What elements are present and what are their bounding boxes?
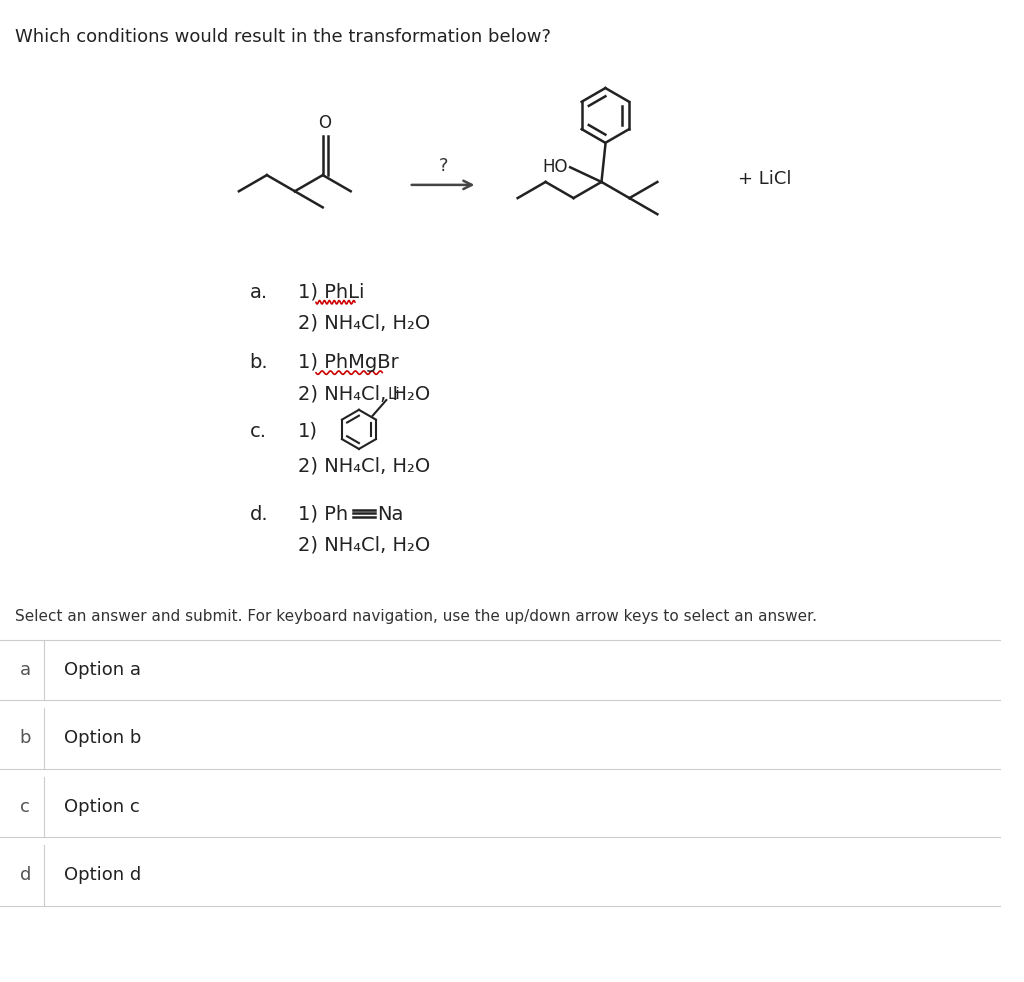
Text: Na: Na	[378, 505, 403, 523]
Text: 1) PhMgBr: 1) PhMgBr	[298, 354, 399, 372]
Text: Li: Li	[387, 387, 400, 402]
Text: 2) NH₄Cl, H₂O: 2) NH₄Cl, H₂O	[298, 314, 430, 333]
Text: 1) Ph: 1) Ph	[298, 505, 348, 523]
Text: Option d: Option d	[63, 866, 141, 885]
Text: Option b: Option b	[63, 730, 141, 747]
Text: Which conditions would result in the transformation below?: Which conditions would result in the tra…	[14, 28, 551, 46]
Text: Option a: Option a	[63, 661, 140, 679]
Text: Select an answer and submit. For keyboard navigation, use the up/down arrow keys: Select an answer and submit. For keyboar…	[14, 610, 817, 625]
Text: O: O	[318, 114, 331, 132]
Text: HO: HO	[543, 158, 568, 177]
Text: c: c	[19, 798, 30, 816]
Text: b: b	[19, 730, 31, 747]
Text: b.: b.	[250, 354, 268, 372]
Text: 2) NH₄Cl, H₂O: 2) NH₄Cl, H₂O	[298, 384, 430, 404]
Text: ?: ?	[438, 157, 447, 175]
Text: Option c: Option c	[63, 798, 139, 816]
Text: c.: c.	[250, 421, 266, 441]
Text: 2) NH₄Cl, H₂O: 2) NH₄Cl, H₂O	[298, 536, 430, 555]
Text: d: d	[19, 866, 31, 885]
Text: 1) PhLi: 1) PhLi	[298, 283, 365, 301]
Text: 2) NH₄Cl, H₂O: 2) NH₄Cl, H₂O	[298, 457, 430, 475]
Text: a: a	[19, 661, 31, 679]
Text: 1): 1)	[298, 421, 318, 441]
Text: a.: a.	[250, 283, 267, 301]
Text: + LiCl: + LiCl	[738, 170, 792, 188]
Text: d.: d.	[250, 505, 268, 523]
